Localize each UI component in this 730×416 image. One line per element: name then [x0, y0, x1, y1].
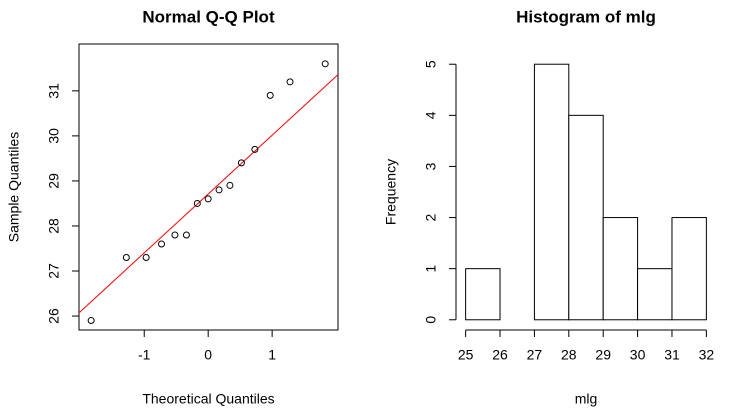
point	[286, 78, 294, 86]
y-axis-label: Frequency	[383, 159, 399, 225]
x-axis-label: mlg	[575, 391, 598, 407]
bar	[533, 63, 570, 321]
x-tick-label: 32	[699, 347, 715, 363]
point	[204, 195, 212, 203]
point	[251, 145, 259, 153]
chart-title: Histogram of mlg	[516, 7, 656, 26]
point	[157, 240, 165, 248]
chart-title: Normal Q-Q Plot	[142, 7, 275, 26]
y-tick-label: 27	[46, 263, 62, 279]
bar	[602, 217, 639, 321]
x-tick-label: 27	[527, 347, 543, 363]
y-tick-label: 30	[46, 128, 62, 144]
x-axis-label: Theoretical Quantiles	[142, 391, 274, 407]
x-tick-label: 31	[664, 347, 680, 363]
point	[87, 317, 95, 325]
y-tick-label: 28	[46, 218, 62, 234]
point	[237, 159, 245, 167]
bar	[465, 268, 501, 321]
point	[122, 253, 130, 261]
point	[215, 186, 223, 194]
bar	[568, 114, 604, 321]
x-tick-label: 25	[458, 347, 474, 363]
bar	[637, 268, 673, 321]
point	[171, 231, 179, 239]
point	[193, 199, 201, 207]
y-tick-label: 3	[423, 162, 439, 170]
y-tick-label: 26	[46, 308, 62, 324]
x-tick-label: 28	[561, 347, 577, 363]
reference-line	[78, 74, 339, 314]
point	[142, 253, 150, 261]
y-tick-label: 2	[423, 213, 439, 221]
x-tick-label: 29	[595, 347, 611, 363]
y-tick-label: 0	[423, 316, 439, 324]
y-tick-label: 5	[423, 60, 439, 68]
point	[266, 91, 274, 99]
y-axis-label: Sample Quantiles	[6, 132, 22, 243]
x-tick-label: 0	[204, 347, 212, 363]
y-tick-label: 29	[46, 173, 62, 189]
x-tick-label: 30	[630, 347, 646, 363]
point	[226, 181, 234, 189]
x-tick-label: 1	[268, 347, 276, 363]
y-tick-label: 1	[423, 265, 439, 273]
point	[182, 231, 190, 239]
y-tick-label: 4	[423, 111, 439, 119]
x-tick-label: 26	[492, 347, 508, 363]
point	[321, 60, 329, 68]
x-tick-label: -1	[138, 347, 151, 363]
bar	[671, 217, 707, 321]
plot-frame	[78, 43, 339, 331]
y-tick-label: 31	[46, 83, 62, 99]
